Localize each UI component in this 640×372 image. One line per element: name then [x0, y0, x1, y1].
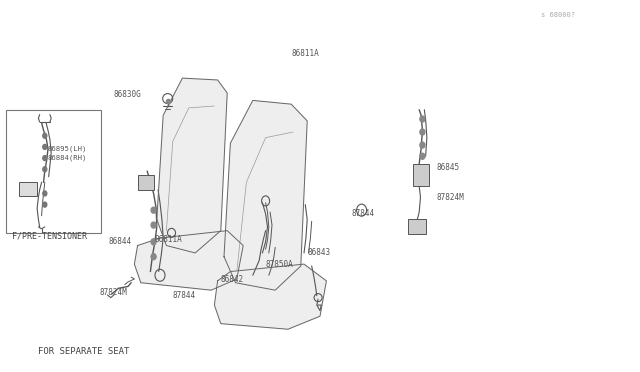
- Text: 87844: 87844: [352, 209, 375, 218]
- Ellipse shape: [151, 207, 156, 213]
- Text: 87844: 87844: [173, 291, 196, 300]
- Bar: [6, 110, 101, 232]
- Text: 87824M: 87824M: [99, 288, 127, 296]
- Bar: [408, 219, 426, 234]
- Ellipse shape: [420, 142, 425, 148]
- Text: F/PRE-TENSIONER: F/PRE-TENSIONER: [12, 232, 86, 241]
- Ellipse shape: [420, 153, 425, 159]
- Ellipse shape: [151, 222, 156, 228]
- Polygon shape: [224, 100, 307, 290]
- Polygon shape: [157, 78, 227, 253]
- Text: 86842: 86842: [221, 275, 244, 283]
- Text: s 68000?: s 68000?: [541, 12, 575, 18]
- Text: 86884(RH): 86884(RH): [48, 155, 88, 161]
- Ellipse shape: [43, 133, 47, 138]
- Text: 86844: 86844: [109, 237, 132, 246]
- Text: 86830G: 86830G: [114, 90, 141, 99]
- Polygon shape: [214, 264, 326, 329]
- Ellipse shape: [43, 144, 47, 150]
- Ellipse shape: [43, 202, 47, 207]
- Ellipse shape: [151, 239, 156, 245]
- Text: 86895(LH): 86895(LH): [48, 145, 88, 152]
- Text: 87824M: 87824M: [436, 193, 464, 202]
- Text: 86811A: 86811A: [291, 49, 319, 58]
- Text: FOR SEPARATE SEAT: FOR SEPARATE SEAT: [38, 347, 130, 356]
- Bar: [413, 164, 429, 186]
- Ellipse shape: [151, 254, 156, 260]
- Ellipse shape: [43, 167, 47, 172]
- Text: 86845: 86845: [436, 163, 460, 172]
- Bar: [19, 182, 37, 196]
- Ellipse shape: [420, 116, 425, 122]
- Text: 87850A: 87850A: [266, 260, 293, 269]
- Ellipse shape: [43, 155, 47, 161]
- Text: 86843: 86843: [307, 248, 330, 257]
- Polygon shape: [134, 231, 243, 290]
- Ellipse shape: [420, 129, 425, 135]
- Text: 86811A: 86811A: [155, 235, 182, 244]
- Bar: [138, 175, 154, 190]
- Ellipse shape: [43, 191, 47, 196]
